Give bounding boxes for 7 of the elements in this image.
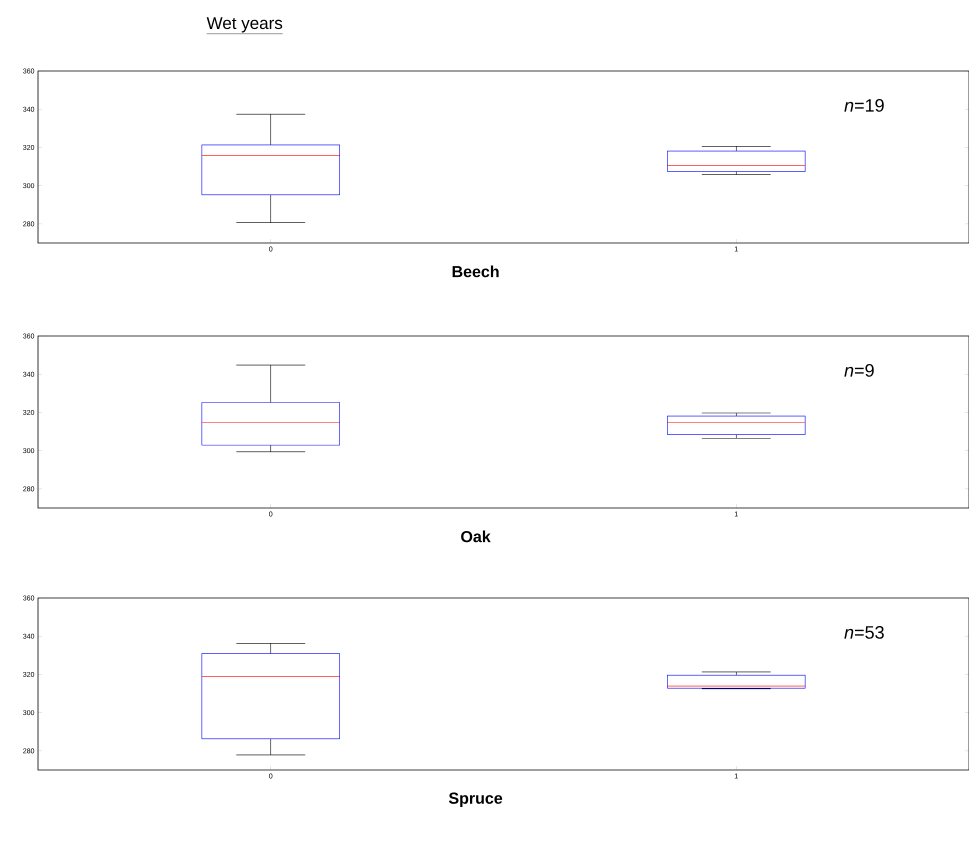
- annotation: n=53: [844, 626, 884, 639]
- annotation: n=9: [844, 364, 874, 377]
- annotation: n=19: [844, 99, 884, 112]
- x-axis-title: Beech: [452, 266, 499, 278]
- x-axis-title: Spruce: [448, 792, 502, 808]
- chart-title: Wet years: [206, 17, 282, 32]
- x-axis-title: Oak: [461, 530, 491, 542]
